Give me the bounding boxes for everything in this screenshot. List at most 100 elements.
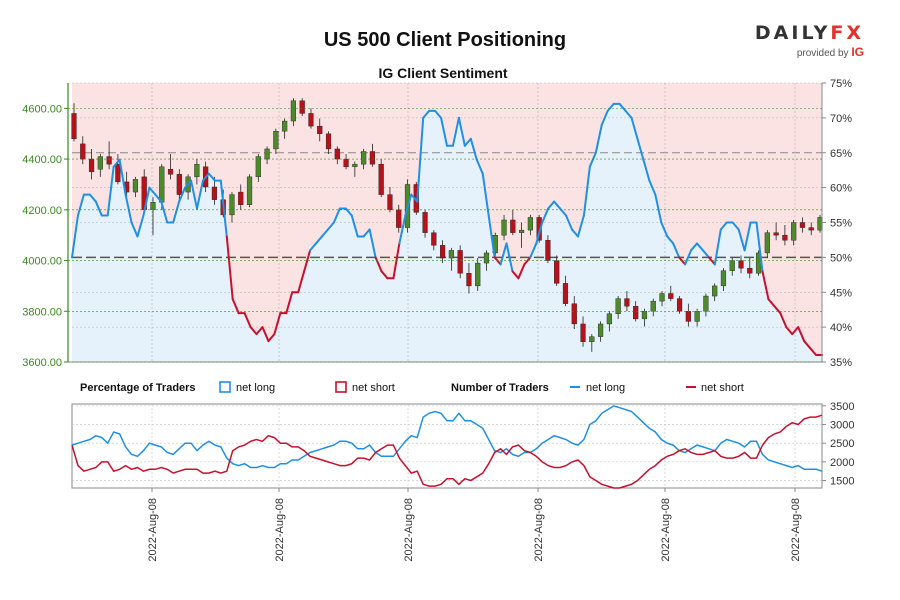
sentiment-line-segment <box>326 221 335 231</box>
sentiment-line-segment <box>553 200 562 210</box>
legend-label-pct-long: net long <box>236 382 275 394</box>
sentiment-line-segment <box>350 214 359 238</box>
right-tick-label: 55% <box>830 218 852 230</box>
sentiment-line-segment <box>201 172 210 182</box>
provided-by-text: provided by <box>796 48 849 59</box>
sentiment-line-segment <box>255 326 264 336</box>
right-tick-label: 60% <box>830 183 852 195</box>
sentiment-line-segment <box>332 207 341 224</box>
sentiment-line-segment <box>707 256 716 266</box>
candle-body <box>580 323 586 342</box>
sentiment-line-segment <box>94 200 103 217</box>
sentiment-line-segment <box>184 179 193 189</box>
candle-body <box>501 219 507 236</box>
sentiment-line-segment <box>529 242 538 259</box>
right-tick-label: 70% <box>830 113 852 125</box>
sentiment-line-segment <box>136 214 145 238</box>
candle-body <box>150 202 156 211</box>
legend-title-percentage: Percentage of Traders <box>80 382 196 394</box>
sentiment-line-segment <box>190 179 198 210</box>
right-tick-label: 65% <box>830 148 852 160</box>
sentiment-line-segment <box>178 186 187 203</box>
candle-body <box>369 151 375 165</box>
candle-body <box>571 303 577 325</box>
sentiment-line-segment <box>594 123 603 154</box>
candle-body <box>641 311 648 320</box>
candle-body <box>176 174 182 195</box>
sentiment-line-segment <box>106 165 115 217</box>
left-tick-label: 4000.00 <box>22 256 62 268</box>
sentiment-line-segment <box>696 242 704 252</box>
sentiment-line-segment <box>362 228 371 238</box>
sentiment-line-segment <box>76 193 85 217</box>
sentiment-line-segment <box>231 298 240 315</box>
left-tick-label: 4600.00 <box>22 103 62 115</box>
net-short-area <box>72 83 822 355</box>
candle-body <box>808 227 814 231</box>
candle-body <box>273 130 279 150</box>
legend-label-pct-short: net short <box>352 382 395 394</box>
sentiment-line-segment <box>541 207 550 224</box>
left-tick-label: 4400.00 <box>22 154 62 166</box>
sentiment-line-segment <box>719 221 728 231</box>
candle-body <box>132 179 139 193</box>
sentiment-line-segment <box>481 172 490 217</box>
sentiment-line-segment <box>249 326 258 336</box>
sentiment-line-segment <box>243 312 252 329</box>
candle-body <box>194 163 200 178</box>
candle-body <box>650 300 656 312</box>
sentiment-line-segment <box>225 235 234 301</box>
candle-body <box>308 113 314 127</box>
candle-body <box>536 217 542 241</box>
candle-body <box>88 158 95 172</box>
sentiment-line-segment <box>761 270 770 301</box>
lower-tick-label: 2500 <box>830 438 854 450</box>
candle-body <box>510 219 516 233</box>
candle-body <box>668 293 674 299</box>
candle-body <box>378 163 384 195</box>
sentiment-line-segment <box>582 165 591 217</box>
lower-panel-frame <box>71 403 823 489</box>
sentiment-line-segment <box>701 249 710 259</box>
sentiment-line-segment <box>755 221 764 273</box>
x-tick-label: 2022-Aug-08 <box>403 498 415 562</box>
candle-body <box>764 232 770 254</box>
candle-body <box>782 234 788 241</box>
right-tick-label: 35% <box>830 357 852 369</box>
candle-body <box>167 169 174 175</box>
sentiment-line-segment <box>535 221 544 245</box>
x-tick-label: 2022-Aug-08 <box>274 498 286 562</box>
upper-panel: 3600.00 3800.00 4000.00 4200.00 4400.00 4600.… <box>22 78 852 369</box>
sentiment-line-segment <box>267 333 276 343</box>
sentiment-line-segment <box>571 228 579 238</box>
sentiment-line-segment <box>809 347 818 357</box>
lower-tick-label: 1500 <box>830 476 854 488</box>
legend-swatch-pct-short <box>335 381 347 393</box>
candle-body <box>334 148 340 160</box>
sentiment-line-segment <box>803 340 812 350</box>
candle-body <box>115 163 121 183</box>
candle-body <box>422 212 428 233</box>
sentiment-line-segment <box>666 235 675 245</box>
net-long-area <box>72 103 822 363</box>
right-tick-label: 40% <box>830 322 852 334</box>
left-tick-label: 4200.00 <box>22 205 62 217</box>
sentiment-line-segment <box>410 193 419 203</box>
sentiment-line-segment <box>636 137 645 161</box>
candle-body <box>325 133 332 150</box>
candle-body <box>773 232 779 236</box>
sentiment-line-segment <box>440 116 448 147</box>
chart-subtitle: IG Client Sentiment <box>378 65 507 81</box>
candle-body <box>483 252 490 264</box>
candle-body <box>317 125 323 134</box>
sentiment-line-segment <box>785 326 794 336</box>
sentiment-line-segment <box>547 200 556 210</box>
net-short-traders-line <box>71 414 823 489</box>
candle-body <box>519 229 525 233</box>
candle-body <box>712 285 718 297</box>
brand-name-a: DAILY <box>754 22 831 44</box>
candle-body <box>352 163 358 167</box>
candle-body <box>361 151 367 165</box>
sentiment-line-segment <box>160 200 169 224</box>
lower-panel: Percentage of Traders net long net short Nu… <box>71 381 854 489</box>
